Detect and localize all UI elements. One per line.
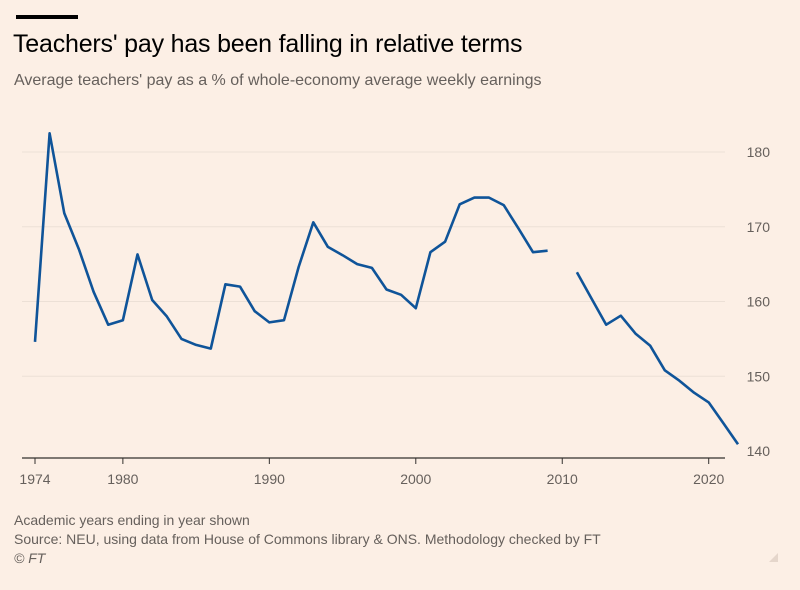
brand-bar [16, 15, 78, 19]
resize-corner-icon [769, 553, 778, 562]
x-tick-label: 1980 [107, 471, 138, 487]
y-tick-label: 170 [747, 219, 771, 235]
y-tick-label: 160 [747, 294, 771, 310]
y-tick-label: 140 [747, 443, 771, 459]
x-tick-label: 2020 [693, 471, 724, 487]
chart-title: Teachers' pay has been falling in relati… [13, 30, 523, 58]
y-tick-label: 150 [747, 368, 771, 384]
copyright: © FT [14, 550, 46, 566]
series-line [575, 271, 740, 446]
x-tick-label: 2010 [547, 471, 578, 487]
series-line [33, 131, 548, 350]
footnote: Academic years ending in year shown [14, 512, 250, 528]
x-tick-label: 1990 [254, 471, 285, 487]
line-chart: 140 150 160 170 180 1974 1980 1990 2000 2010 2020 [19, 131, 771, 487]
source-note: Source: NEU, using data from House of Co… [14, 531, 601, 547]
y-tick-label: 180 [747, 144, 771, 160]
chart-subtitle: Average teachers' pay as a % of whole-ec… [14, 72, 542, 89]
x-tick-label: 1974 [19, 471, 50, 487]
x-tick-label: 2000 [400, 471, 431, 487]
